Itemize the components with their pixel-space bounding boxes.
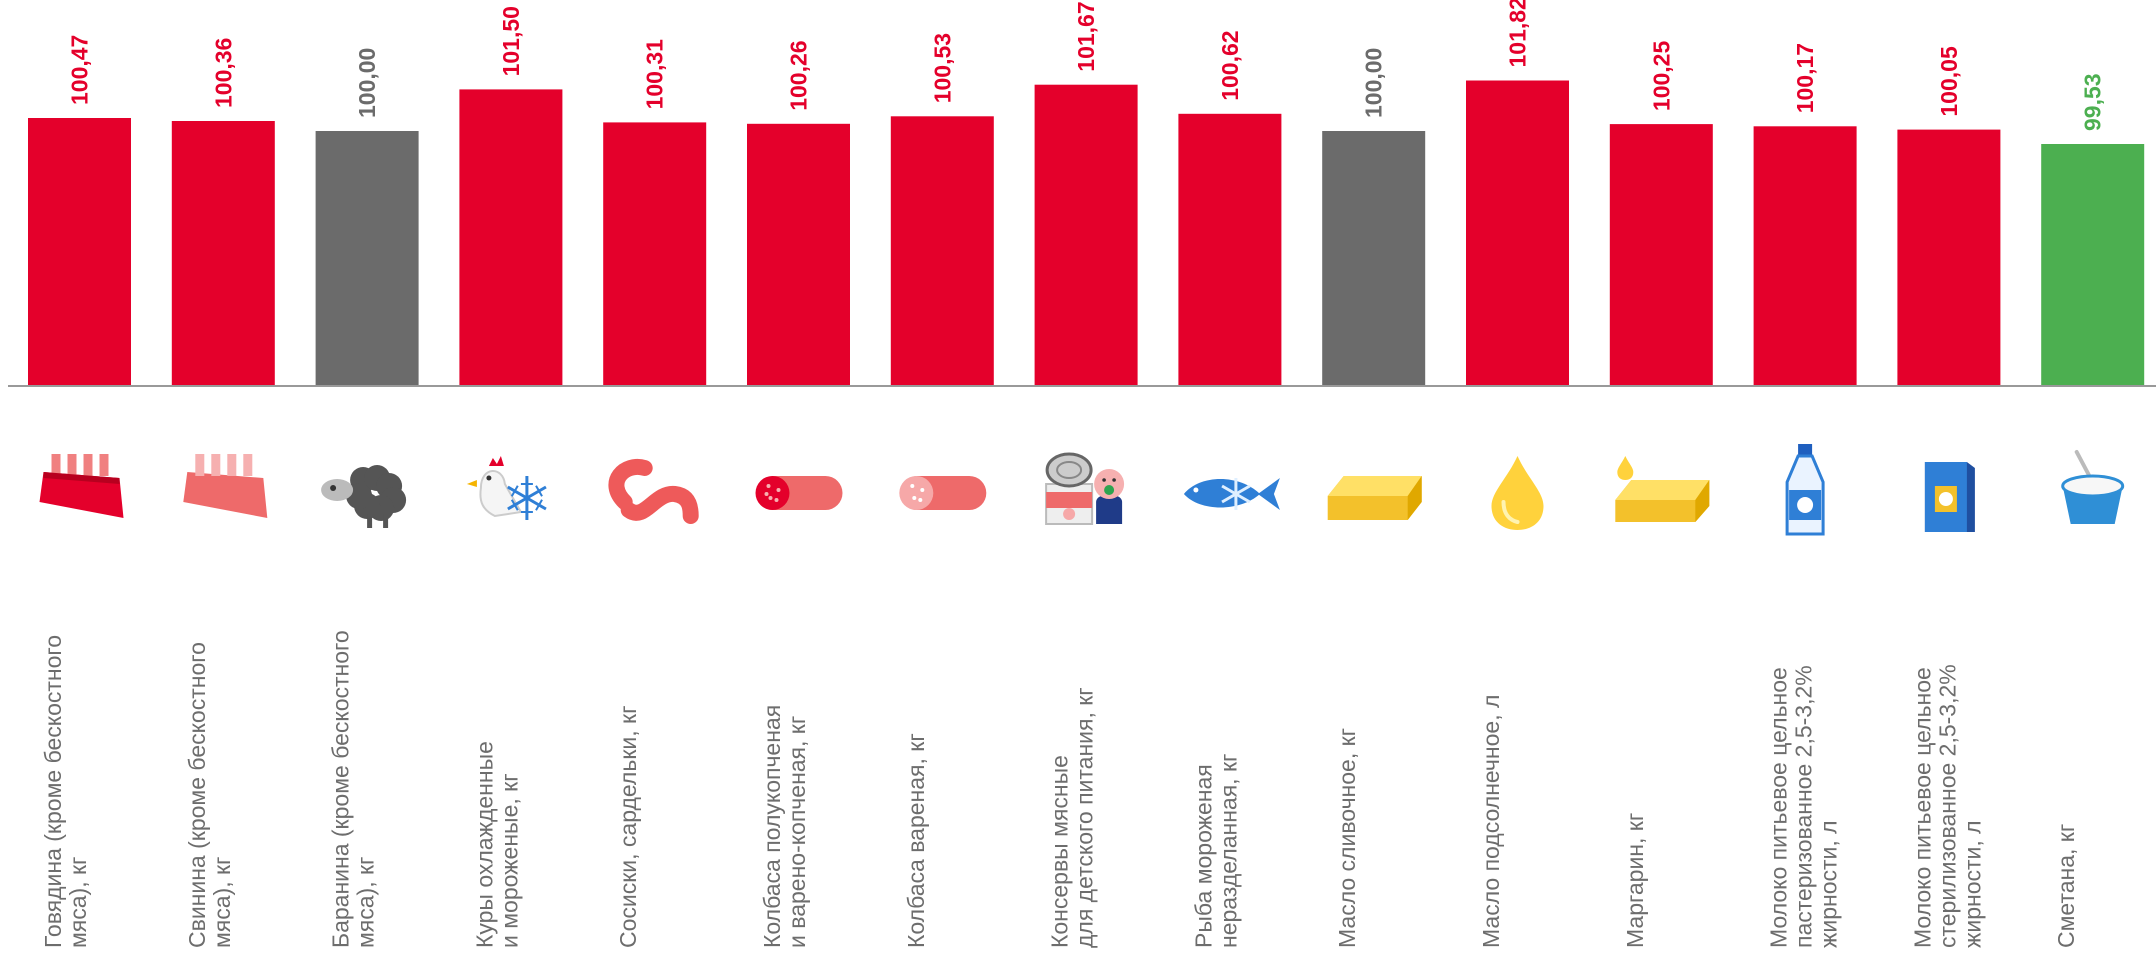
category-label-line: мяса), кг [65,857,91,948]
bar [28,118,131,386]
category-label: Молоко питьевое цельное стерилизованное 2… [1909,664,1985,948]
category-label-line: жирности, л [1959,820,1985,948]
value-label: 100,62 [1217,30,1243,100]
frozen-chicken-icon [466,456,547,520]
category-label: Молоко питьевое цельное пастеризованное 2… [1766,665,1842,948]
category-label-line: Консервы мясные [1047,755,1073,948]
category-label-line: Куры охлажденные [471,741,497,948]
sheep-icon [321,465,407,528]
value-label: 100,17 [1792,43,1818,113]
category-label-line: Колбаса полукопченая [759,705,785,948]
category-label: Свинина (кроме бескостного мяса), кг [184,642,235,948]
category-label-line: Маргарин, кг [1622,813,1648,948]
category-label-line: стерилизованное 2,5-3,2% [1934,664,1960,948]
category-label-line: мяса), кг [209,857,235,948]
category-label-line: Масло подсолнечное, л [1478,695,1504,948]
value-label: 100,36 [210,38,236,108]
category-labels-layer: Говядина (кроме бескостного мяса), кг Свин… [40,630,2079,948]
bar [1322,131,1426,386]
category-label: Колбаса вареная, кг [903,733,929,948]
category-label: Рыба мороженая неразделанная, кг [1190,754,1241,948]
category-label: Говядина (кроме бескостного мяса), кг [40,635,91,948]
frozen-fish-icon [1183,478,1280,510]
category-label: Маргарин, кг [1622,813,1648,948]
category-label: Куры охлажденные и мороженые, кг [471,741,522,948]
milk-carton-icon [1924,462,1975,532]
category-label-line: жирности, л [1816,820,1842,948]
category-label-line: Молоко питьевое цельное [1766,667,1792,948]
value-label: 100,00 [354,48,380,118]
bar [1753,126,1857,387]
category-label-line: для детского питания, кг [1072,687,1098,948]
category-label-line: Колбаса вареная, кг [903,733,929,948]
value-label: 101,50 [498,6,524,76]
baby-canned-meat-icon [1045,452,1125,525]
category-label-line: мяса), кг [353,857,379,948]
value-labels-layer: 100,47 100,36 100,00 101,50 100,31 100,26 100,… [67,0,2106,131]
sour-cream-icon [2061,450,2125,524]
category-label: Сметана, кг [2053,824,2079,948]
category-label: Колбаса полукопченая и варено-копченая, к… [759,705,810,948]
bar [1178,113,1282,387]
value-label: 101,82 [1505,0,1531,68]
milk-bottle-icon [1785,444,1825,536]
category-label-line: и варено-копченая, кг [784,716,810,948]
icons-layer [39,444,2125,536]
butter-icon [1327,476,1422,520]
category-label-line: и мороженые, кг [496,773,522,948]
value-label: 101,67 [1073,1,1099,71]
bars-layer [28,80,2145,387]
category-label-line: Свинина (кроме бескостного [184,642,210,948]
bar [2041,144,2145,386]
bar [747,123,850,387]
bar [1897,129,2001,386]
smoked-sausage-icon [755,476,843,510]
sausages-icon [608,458,699,524]
value-label: 100,05 [1936,46,1962,117]
value-label: 99,53 [2080,73,2106,131]
bar [603,122,707,387]
category-label: Консервы мясные для детского питания, кг [1047,687,1098,948]
bar [171,121,275,386]
value-label: 100,00 [1361,48,1387,118]
category-label-line: неразделанная, кг [1215,754,1241,948]
category-label: Масло подсолнечное, л [1478,695,1504,948]
category-label-line: Масло сливочное, кг [1334,728,1360,948]
bar [890,116,994,387]
category-label-line: Говядина (кроме бескостного [40,635,66,948]
category-label: Масло сливочное, кг [1334,728,1360,948]
value-label: 100,25 [1648,41,1674,112]
beef-ribs-icon [39,454,124,518]
category-label-line: Баранина (кроме бескостного [328,630,354,948]
category-label-line: Сметана, кг [2053,824,2079,948]
bar [315,131,419,386]
boiled-sausage-icon [899,476,987,510]
margarine-icon [1615,456,1710,522]
value-label: 100,47 [67,35,93,105]
category-label-line: пастеризованное 2,5-3,2% [1791,665,1817,948]
category-label-line: Сосиски, сардельки, кг [615,706,641,949]
category-label: Сосиски, сардельки, кг [615,706,641,949]
bar [1034,84,1138,386]
category-label-line: Молоко питьевое цельное [1909,667,1935,948]
sunflower-oil-drop-icon [1491,456,1544,530]
category-label: Баранина (кроме бескостного мяса), кг [328,630,379,948]
bar [1466,80,1569,386]
value-label: 100,26 [786,40,812,110]
bar [459,89,563,387]
value-label: 100,53 [929,33,955,103]
pork-ribs-icon [183,454,268,518]
category-label-line: Рыба мороженая [1190,764,1216,948]
bar [1609,124,1713,386]
value-label: 100,31 [642,39,668,110]
